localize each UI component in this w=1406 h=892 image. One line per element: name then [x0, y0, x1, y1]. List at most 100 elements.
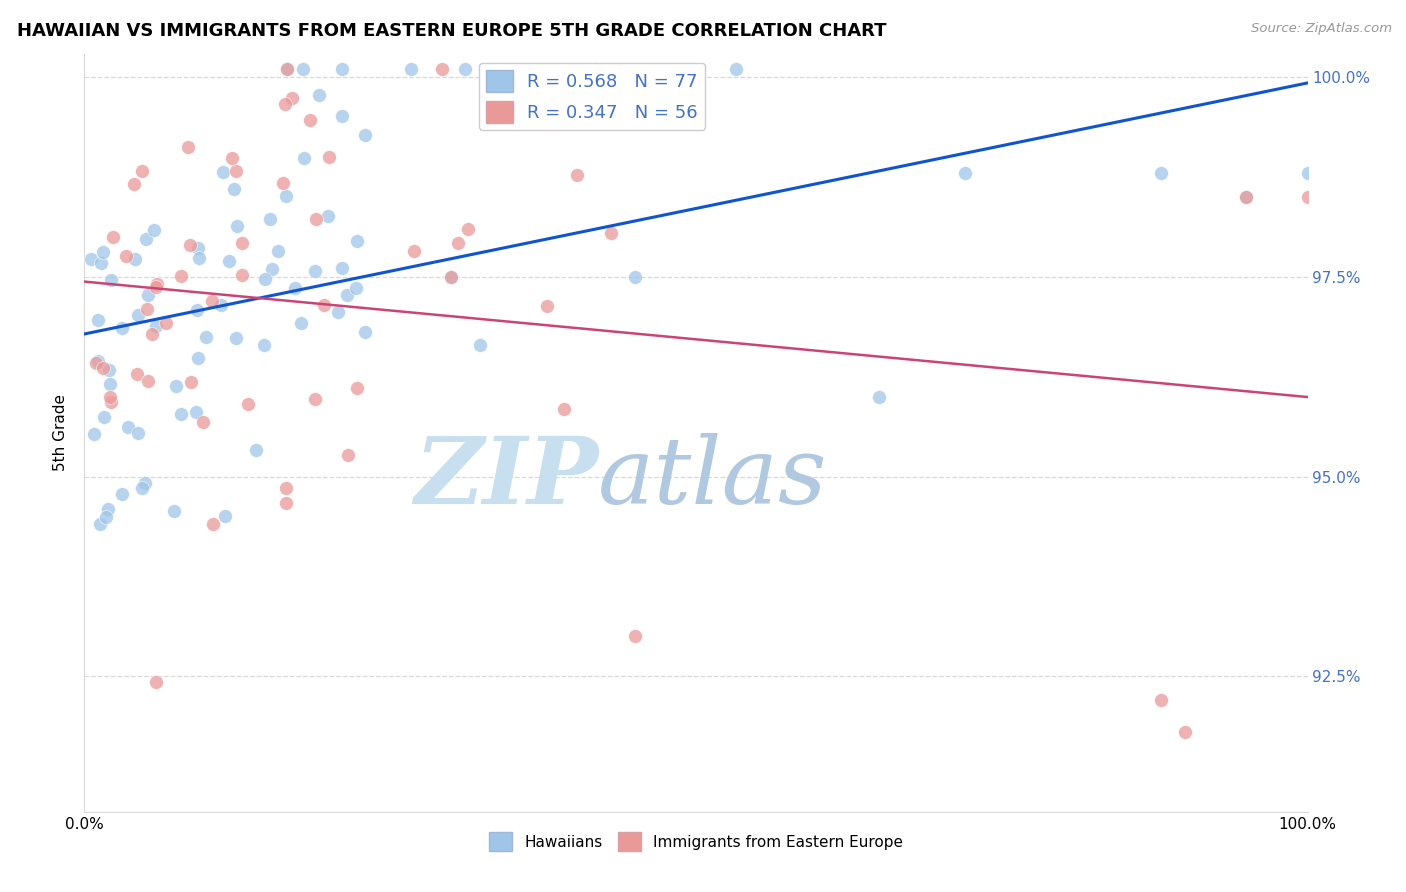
Text: ZIP: ZIP	[413, 434, 598, 523]
Point	[1236, 190, 1258, 204]
Point	[146, 277, 169, 291]
Point	[218, 254, 240, 268]
Point	[179, 237, 201, 252]
Point	[155, 316, 177, 330]
Point	[134, 475, 156, 490]
Point	[87, 354, 110, 368]
Point	[304, 392, 326, 406]
Point	[346, 381, 368, 395]
Point	[457, 221, 479, 235]
Point	[222, 182, 245, 196]
Point	[624, 270, 647, 285]
Point	[225, 164, 247, 178]
Point	[122, 178, 145, 192]
Point	[143, 223, 166, 237]
Point	[273, 96, 295, 111]
Point	[184, 405, 207, 419]
Point	[316, 209, 339, 223]
Point	[354, 325, 377, 339]
Point	[494, 97, 516, 112]
Point	[254, 272, 277, 286]
Point	[83, 427, 105, 442]
Point	[262, 262, 284, 277]
Point	[276, 189, 298, 203]
Point	[100, 394, 122, 409]
Point	[312, 298, 335, 312]
Point	[131, 482, 153, 496]
Text: atlas: atlas	[598, 434, 828, 523]
Point	[188, 252, 211, 266]
Point	[440, 270, 463, 285]
Point	[136, 302, 159, 317]
Point	[725, 62, 748, 77]
Point	[236, 397, 259, 411]
Point	[145, 280, 167, 294]
Point	[127, 308, 149, 322]
Point	[326, 304, 349, 318]
Point	[91, 245, 114, 260]
Point	[96, 510, 118, 524]
Point	[117, 419, 139, 434]
Point	[98, 362, 121, 376]
Point	[274, 496, 297, 510]
Point	[245, 442, 267, 457]
Point	[281, 91, 304, 105]
Point	[290, 316, 312, 330]
Point	[93, 409, 115, 424]
Legend: Hawaiians, Immigrants from Eastern Europe: Hawaiians, Immigrants from Eastern Europ…	[482, 826, 910, 857]
Point	[111, 486, 134, 500]
Point	[125, 367, 148, 381]
Point	[169, 407, 191, 421]
Point	[953, 166, 976, 180]
Point	[1150, 693, 1173, 707]
Point	[145, 674, 167, 689]
Point	[869, 390, 891, 404]
Y-axis label: 5th Grade: 5th Grade	[53, 394, 69, 471]
Point	[299, 112, 322, 127]
Point	[231, 236, 253, 251]
Point	[221, 151, 243, 165]
Point	[404, 244, 426, 258]
Point	[212, 165, 235, 179]
Point	[308, 88, 330, 103]
Point	[330, 261, 353, 276]
Point	[440, 270, 463, 285]
Point	[209, 298, 232, 312]
Point	[145, 319, 167, 334]
Point	[470, 337, 492, 351]
Point	[97, 501, 120, 516]
Point	[1236, 190, 1258, 204]
Point	[226, 219, 249, 234]
Point	[138, 374, 160, 388]
Point	[1150, 166, 1173, 180]
Point	[201, 294, 224, 309]
Point	[170, 268, 193, 283]
Point	[401, 62, 423, 77]
Point	[135, 232, 157, 246]
Point	[89, 517, 111, 532]
Point	[91, 361, 114, 376]
Point	[177, 140, 200, 154]
Point	[337, 448, 360, 462]
Point	[231, 268, 253, 282]
Point	[84, 356, 107, 370]
Point	[115, 250, 138, 264]
Point	[253, 337, 276, 351]
Point	[346, 234, 368, 248]
Point	[101, 230, 124, 244]
Point	[330, 62, 353, 77]
Point	[447, 236, 470, 251]
Point	[454, 62, 477, 77]
Point	[304, 212, 326, 227]
Point	[163, 504, 186, 518]
Point	[90, 256, 112, 270]
Point	[1296, 166, 1319, 180]
Point	[318, 150, 340, 164]
Point	[124, 252, 146, 266]
Point	[583, 62, 606, 77]
Point	[100, 273, 122, 287]
Point	[624, 629, 647, 643]
Point	[141, 327, 163, 342]
Point	[225, 331, 247, 345]
Point	[98, 390, 121, 404]
